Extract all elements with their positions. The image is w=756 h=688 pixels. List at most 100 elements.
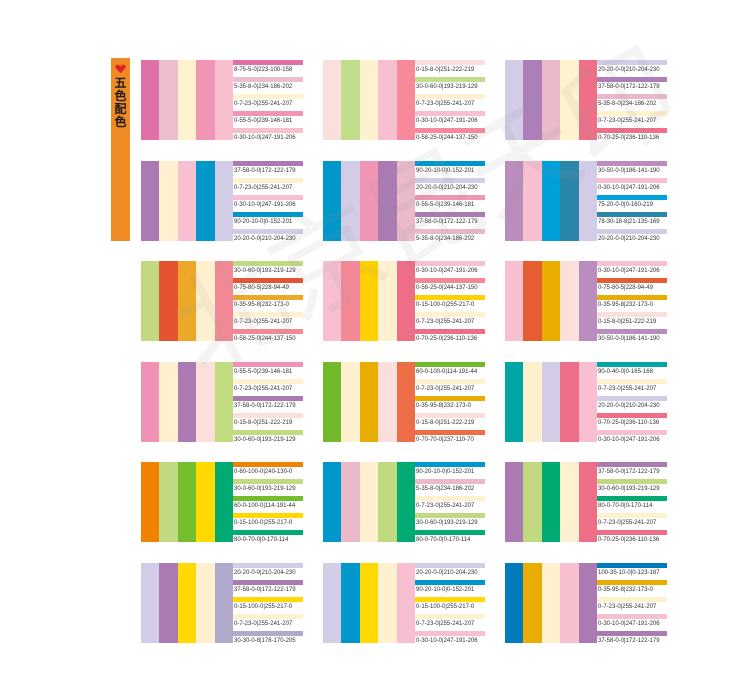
palette-swatch: 20-20-0-0|210-204-230 37-58-0-0|172-122-1… <box>505 60 667 141</box>
color-code: 30-0-60-0|193-219-129 <box>234 437 296 443</box>
color-bar <box>378 60 398 140</box>
color-label: 80-0-70-0|0-170-114 <box>233 530 303 546</box>
color-bar <box>341 563 361 643</box>
color-label: 0-75-80-5|228-94-49 <box>597 278 667 294</box>
color-bar <box>214 261 234 341</box>
color-label-stripe <box>597 60 667 65</box>
color-bars <box>505 261 598 341</box>
color-label-stripe <box>597 580 667 585</box>
color-bar <box>359 563 379 643</box>
color-label: 37-58-0-0|172-122-179 <box>233 161 303 177</box>
color-label-stripe <box>597 430 667 435</box>
color-label: 0-35-95-8|232-173-0 <box>415 396 485 412</box>
color-label-stripe <box>597 614 667 619</box>
color-label-stripe <box>415 496 485 501</box>
color-code: 100-35-10-0|0-123-187 <box>598 570 660 576</box>
color-label: 100-35-10-0|0-123-187 <box>597 563 667 579</box>
color-code: 60-0-100-0|114-191-44 <box>234 503 296 509</box>
color-label-stripe <box>233 580 303 585</box>
color-label-stripe <box>415 396 485 401</box>
color-labels: 90-20-10-0|0-152-201 20-20-0-0|210-204-23… <box>415 161 485 242</box>
color-label-stripe <box>233 278 303 283</box>
color-code: 90-20-10-0|0-152-201 <box>416 168 475 174</box>
color-bar <box>359 161 379 241</box>
color-code: 5-35-8-0|234-186-202 <box>598 101 657 107</box>
color-code: 0-7-23-0|255-241-207 <box>416 319 475 325</box>
color-label: 0-70-25-0|236-110-136 <box>597 128 667 144</box>
color-label: 0-15-100-0|255-217-0 <box>233 513 303 529</box>
color-bar <box>323 563 342 643</box>
color-code: 0-7-23-0|255-241-207 <box>234 386 293 392</box>
color-label: 37-58-0-0|172-122-179 <box>597 77 667 93</box>
color-labels: 37-58-0-0|172-122-179 30-0-60-0|193-219-1… <box>597 462 667 543</box>
color-bar <box>578 261 598 341</box>
color-label: 0-7-23-0|255-241-207 <box>415 614 485 630</box>
color-label-stripe <box>415 111 485 116</box>
color-code: 0-7-23-0|255-241-207 <box>416 386 475 392</box>
color-code: 0-30-10-0|247-191-206 <box>416 638 478 644</box>
color-label: 0-70-25-0|236-110-136 <box>597 413 667 429</box>
color-label-stripe <box>233 229 303 234</box>
color-label-stripe <box>415 430 485 435</box>
color-bar <box>196 60 216 140</box>
color-label: 0-35-95-8|232-173-0 <box>233 295 303 311</box>
color-label-stripe <box>233 530 303 535</box>
color-bar <box>505 161 524 241</box>
color-label: 0-30-10-0|247-191-206 <box>597 178 667 194</box>
color-labels: 0-60-100-0|240-130-0 30-0-60-0|193-219-12… <box>233 462 303 543</box>
color-label: 30-0-60-0|193-219-129 <box>233 479 303 495</box>
color-label-stripe <box>415 513 485 518</box>
color-code: 78-30-18-8|21-135-169 <box>598 219 660 225</box>
color-bar <box>523 161 543 241</box>
color-bar <box>560 261 580 341</box>
color-code: 0-7-23-0|255-241-207 <box>416 101 475 107</box>
color-code: 0-70-25-0|236-110-136 <box>598 420 660 426</box>
color-label: 5-35-8-0|234-186-202 <box>415 229 485 245</box>
color-code: 80-0-70-0|0-170-114 <box>416 537 471 543</box>
color-label-stripe <box>597 362 667 367</box>
color-bars <box>323 261 416 341</box>
color-bar <box>378 563 398 643</box>
color-code: 0-70-25-0|236-110-136 <box>598 135 660 141</box>
color-labels: 37-58-0-0|172-122-179 0-7-23-0|255-241-20… <box>233 161 303 242</box>
color-code: 0-55-5-0|239-146-181 <box>416 202 475 208</box>
color-bar <box>214 462 234 542</box>
color-bar <box>196 563 216 643</box>
color-label: 80-0-70-0|0-170-114 <box>415 530 485 546</box>
color-code: 20-20-0-0|210-204-230 <box>598 67 660 73</box>
color-bar <box>560 563 580 643</box>
color-label: 0-7-23-0|255-241-207 <box>233 379 303 395</box>
color-code: 0-15-100-0|255-217-0 <box>416 604 475 610</box>
color-label: 0-58-25-0|244-137-150 <box>415 278 485 294</box>
color-bar <box>396 60 416 140</box>
color-bars <box>323 161 416 241</box>
color-code: 30-0-60-0|193-219-129 <box>598 486 660 492</box>
color-code: 5-35-8-0|234-186-202 <box>416 486 475 492</box>
color-bar <box>323 161 342 241</box>
color-label: 0-7-23-0|255-241-207 <box>597 111 667 127</box>
color-label-stripe <box>415 178 485 183</box>
color-bars <box>323 60 416 140</box>
color-label: 0-35-95-8|232-173-0 <box>597 295 667 311</box>
color-label: 30-50-0-0|186-141-190 <box>597 329 667 345</box>
color-label-stripe <box>597 479 667 484</box>
color-bar <box>141 462 160 542</box>
color-code: 20-20-0-0|210-204-230 <box>598 236 660 242</box>
color-bars <box>323 362 416 442</box>
color-label: 0-15-8-0|251-222-219 <box>415 60 485 76</box>
color-code: 0-7-23-0|255-241-207 <box>234 185 293 191</box>
color-label: 30-0-60-0|193-219-129 <box>233 261 303 277</box>
color-label-stripe <box>597 513 667 518</box>
color-label: 0-30-10-0|247-191-206 <box>233 128 303 144</box>
color-label-stripe <box>415 329 485 334</box>
color-bar <box>578 462 598 542</box>
color-bar <box>578 362 598 442</box>
color-label-stripe <box>597 396 667 401</box>
color-label-stripe <box>415 161 485 166</box>
palette-swatch: 37-58-0-0|172-122-179 0-7-23-0|255-241-20… <box>141 161 303 242</box>
color-label-stripe <box>233 111 303 116</box>
color-label: 0-58-25-0|244-137-150 <box>233 329 303 345</box>
color-label: 90-20-10-0|0-152-201 <box>233 212 303 228</box>
color-label-stripe <box>233 128 303 133</box>
color-code: 0-7-23-0|255-241-207 <box>598 604 657 610</box>
